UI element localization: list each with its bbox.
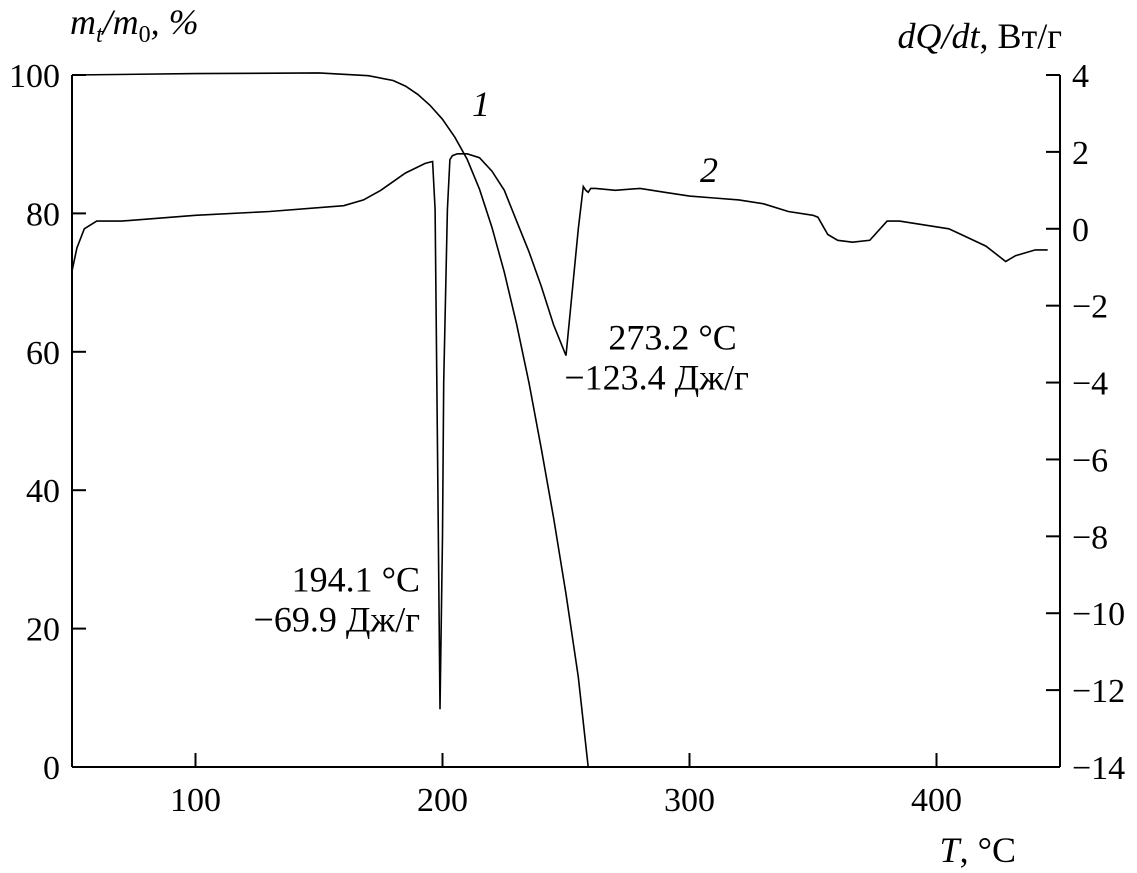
- y-right-tick-label: 2: [1072, 135, 1089, 172]
- y-right-tick-label: −8: [1072, 519, 1108, 556]
- y-left-tick-label: 80: [26, 196, 60, 233]
- y-right-tick-label: −4: [1072, 366, 1108, 403]
- y-left-tick-label: 40: [26, 473, 60, 510]
- y-right-tick-label: −6: [1072, 442, 1108, 479]
- y-left-axis-title: mt/m0, %: [70, 2, 199, 48]
- y-left-title-tail: , %: [151, 2, 199, 42]
- y-left-title-slash-m: /m: [101, 2, 139, 42]
- y-left-title-m: m: [70, 2, 96, 42]
- tick-group: 100 200 300 400020406080100−14−12−10−8−6−4−…: [9, 58, 1125, 819]
- series-group: [71, 72, 1048, 768]
- y-right-tick-label: −14: [1072, 750, 1125, 787]
- x-tick-label: 300: [664, 782, 715, 819]
- y-left-tick-label: 0: [43, 750, 60, 787]
- y-right-tick-label: 4: [1072, 58, 1089, 95]
- y-right-tick-label: −2: [1072, 289, 1108, 326]
- x-tick-label: 400: [911, 782, 962, 819]
- y-right-title-tail: , Вт/г: [979, 16, 1062, 56]
- peak-annotation-line: −123.4 Дж/г: [564, 358, 749, 398]
- y-left-tick-label: 20: [26, 612, 60, 649]
- x-axis-title: T, °C: [940, 830, 1016, 870]
- x-tick-label: 100: [170, 782, 221, 819]
- y-left-tick-label: 100: [9, 58, 60, 95]
- x-title-italic: T: [940, 830, 963, 870]
- y-right-tick-label: −12: [1072, 673, 1125, 710]
- annotation-group: 194.1 °C−69.9 Дж/г 273.2 °C−123.4 Дж/г: [254, 318, 749, 640]
- series-2-line: [71, 153, 1048, 710]
- series-1-line: [71, 72, 589, 768]
- peak-annotation-line: −69.9 Дж/г: [254, 599, 421, 639]
- peak-annotation-line: 273.2 °C: [608, 318, 736, 358]
- peak-annotation-line: 194.1 °C: [292, 559, 420, 599]
- series-1-label: 1: [472, 84, 490, 124]
- y-right-tick-label: −10: [1072, 596, 1125, 633]
- y-left-title-sub-0: 0: [139, 22, 151, 48]
- y-right-title-italic: dQ/dt: [897, 16, 980, 56]
- series-2-label: 2: [700, 150, 718, 190]
- x-tick-label: 200: [417, 782, 468, 819]
- y-left-tick-label: 60: [26, 335, 60, 372]
- y-right-axis-title: dQ/dt, Вт/г: [897, 16, 1062, 56]
- plot-area: [72, 75, 1060, 767]
- y-left-title-sub-t: t: [96, 22, 104, 48]
- y-right-tick-label: 0: [1072, 212, 1089, 249]
- x-title-tail: , °C: [960, 830, 1016, 870]
